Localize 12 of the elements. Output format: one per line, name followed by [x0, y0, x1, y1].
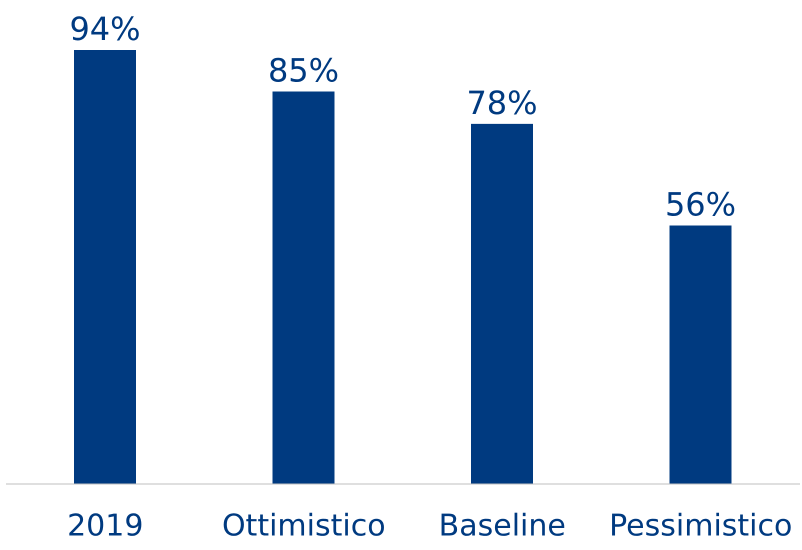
x-tick-label: Pessimistico — [609, 508, 792, 544]
bar — [471, 124, 533, 484]
bar — [670, 225, 732, 484]
x-tick-label: Ottimistico — [222, 508, 386, 544]
data-label: 94% — [69, 10, 141, 48]
bar — [74, 50, 136, 484]
x-tick-label: Baseline — [438, 508, 566, 544]
data-label: 78% — [466, 84, 538, 122]
bar — [272, 92, 334, 484]
x-tick-label: 2019 — [67, 508, 144, 544]
data-label: 56% — [664, 185, 736, 224]
data-label: 85% — [268, 52, 340, 90]
